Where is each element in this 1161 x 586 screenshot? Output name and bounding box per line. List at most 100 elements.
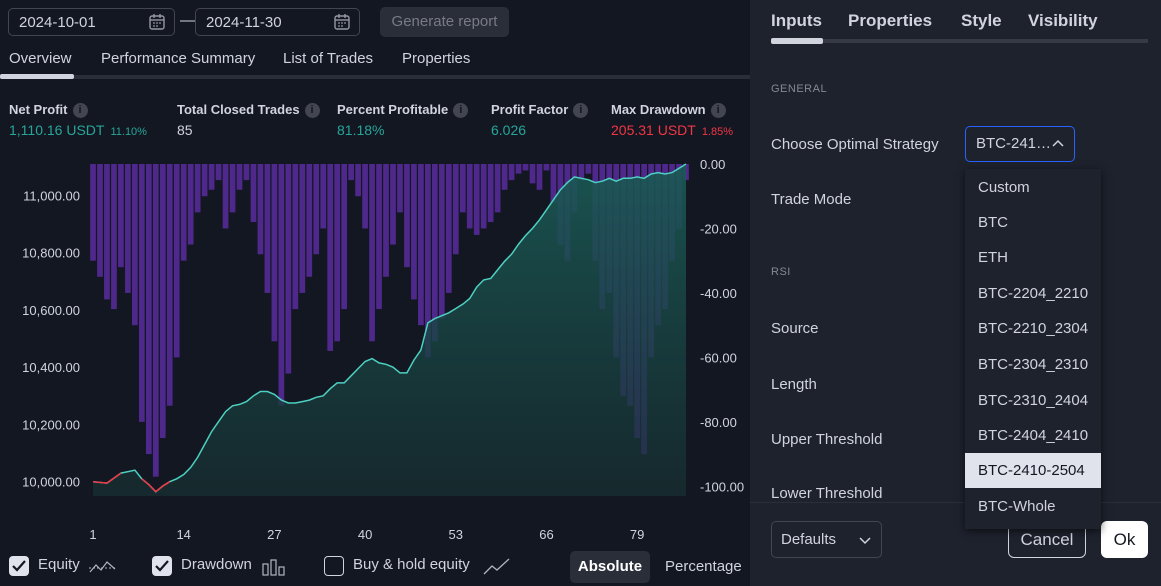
drawdown-bar xyxy=(236,164,243,190)
dropdown-option[interactable]: BTC-2304_2310 xyxy=(978,356,1089,373)
equity-loss-segment xyxy=(141,478,150,486)
y-right-tick-label: -80.00 xyxy=(700,415,737,430)
tab-list-of-trades[interactable]: List of Trades xyxy=(283,50,374,67)
drawdown-bar xyxy=(194,164,201,213)
y-left-tick-label: 10,000.00 xyxy=(22,475,80,490)
chevron-down-icon xyxy=(859,537,871,545)
metric-profit-factor-label: Profit Factor i xyxy=(491,102,589,118)
tab-performance-summary[interactable]: Performance Summary xyxy=(101,50,256,67)
dropdown-option[interactable]: BTC-Whole xyxy=(978,498,1056,515)
buyhold-legend-label[interactable]: Buy & hold equity xyxy=(353,556,470,573)
info-icon[interactable]: i xyxy=(710,103,726,118)
drawdown-bar xyxy=(348,164,354,181)
drawdown-bar xyxy=(201,164,208,197)
metric-percent-profitable-value: 81.18% xyxy=(337,122,385,138)
y-right-tick-label: -20.00 xyxy=(700,221,737,236)
dropdown-option-selected[interactable]: BTC-2410-2504 xyxy=(965,453,1101,488)
tab-overview[interactable]: Overview xyxy=(9,50,72,67)
field-length-label: Length xyxy=(771,376,817,393)
tab-inputs[interactable]: Inputs xyxy=(771,11,822,30)
drawdown-legend-label[interactable]: Drawdown xyxy=(181,556,252,573)
equity-area xyxy=(93,164,686,496)
dropdown-option[interactable]: Custom xyxy=(978,179,1030,196)
tab-visibility[interactable]: Visibility xyxy=(1028,11,1098,30)
drawdown-bar xyxy=(97,164,103,277)
y-axis-right: 0.00 -20.00 -40.00 -60.00 -80.00 -100.00 xyxy=(700,157,744,494)
y-right-tick-label: -40.00 xyxy=(700,286,737,301)
y-right-tick-label: 0.00 xyxy=(700,157,725,172)
equity-loss-segment xyxy=(155,485,164,493)
drawdown-bar xyxy=(466,164,473,229)
info-icon[interactable]: i xyxy=(573,103,589,118)
dropdown-option[interactable]: BTC-2204_2210 xyxy=(978,285,1089,302)
drawdown-bar xyxy=(111,164,117,310)
dropdown-option[interactable]: ETH xyxy=(978,249,1008,266)
dropdown-option[interactable]: BTC xyxy=(978,214,1008,231)
drawdown-bar xyxy=(313,164,320,255)
metric-max-drawdown-percent: 1.85% xyxy=(701,126,734,138)
drawdown-bars xyxy=(90,164,689,477)
drawdown-bar xyxy=(250,164,257,223)
trend-line-icon xyxy=(483,558,510,575)
y-left-tick-label: 10,600.00 xyxy=(22,303,80,318)
absolute-toggle[interactable]: Absolute xyxy=(570,551,650,583)
metric-net-profit-percent: 11.10% xyxy=(110,126,147,138)
tab-style[interactable]: Style xyxy=(961,11,1002,30)
percentage-toggle[interactable]: Percentage xyxy=(665,558,742,575)
drawdown-bar xyxy=(271,164,278,342)
drawdown-bar xyxy=(285,164,292,374)
equity-legend-label[interactable]: Equity xyxy=(38,556,80,573)
ok-button[interactable]: Ok xyxy=(1101,521,1148,558)
tab-properties[interactable]: Properties xyxy=(402,50,471,67)
section-rsi: RSI xyxy=(771,266,791,278)
defaults-label: Defaults xyxy=(781,531,837,548)
settings-tab-track xyxy=(771,39,1148,43)
y-left-tick-label: 11,000.00 xyxy=(23,188,80,203)
drawdown-bar xyxy=(529,164,536,184)
drawdown-bar xyxy=(341,164,348,310)
drawdown-bar xyxy=(487,164,494,223)
drawdown-checkbox[interactable] xyxy=(152,556,172,576)
drawdown-bar xyxy=(125,164,131,293)
generate-report-button[interactable]: Generate report xyxy=(380,7,509,37)
drawdown-bar xyxy=(320,164,327,229)
strategy-select[interactable]: BTC-241… xyxy=(965,126,1075,162)
settings-dialog: Inputs Properties Style Visibility GENER… xyxy=(750,0,1161,586)
date-separator: — xyxy=(180,12,195,29)
drawdown-bar xyxy=(278,164,285,406)
drawdown-bar xyxy=(132,164,138,326)
bar-chart-icon xyxy=(262,559,285,576)
dropdown-option[interactable]: BTC-2404_2410 xyxy=(978,427,1089,444)
x-axis: 1 14 27 40 53 66 79 xyxy=(89,527,644,542)
drawdown-bar xyxy=(578,164,585,181)
drawdown-bar xyxy=(418,164,424,326)
calendar-icon[interactable] xyxy=(148,13,166,31)
tab-properties[interactable]: Properties xyxy=(848,11,933,30)
drawdown-bar xyxy=(494,164,501,213)
drawdown-bar xyxy=(145,164,152,455)
end-date-input[interactable]: 2024-11-30 xyxy=(195,8,360,36)
defaults-button[interactable]: Defaults xyxy=(771,521,882,558)
info-icon[interactable]: i xyxy=(304,103,320,118)
settings-tab-active-indicator xyxy=(771,38,823,44)
start-date-input[interactable]: 2024-10-01 xyxy=(8,8,175,36)
drawdown-bar xyxy=(376,164,382,310)
dropdown-option[interactable]: BTC-2310_2404 xyxy=(978,392,1089,409)
drawdown-bar xyxy=(411,164,417,300)
metric-max-drawdown-label: Max Drawdown i xyxy=(611,102,726,118)
calendar-icon[interactable] xyxy=(333,13,351,31)
info-icon[interactable]: i xyxy=(72,103,88,118)
field-lower-threshold-label: Lower Threshold xyxy=(771,485,883,502)
equity-checkbox[interactable] xyxy=(9,556,29,576)
drawdown-bar xyxy=(327,164,334,351)
drawdown-bar xyxy=(550,164,557,203)
dropdown-option[interactable]: BTC-2210_2304 xyxy=(978,320,1089,337)
y-left-tick-label: 10,200.00 xyxy=(22,417,80,432)
metric-total-trades-label: Total Closed Trades i xyxy=(177,102,320,118)
drawdown-bar xyxy=(243,164,250,181)
drawdown-bar xyxy=(480,164,487,229)
drawdown-bar xyxy=(425,164,431,358)
buyhold-checkbox[interactable] xyxy=(324,556,344,576)
info-icon[interactable]: i xyxy=(453,103,469,118)
drawdown-bar xyxy=(445,164,452,293)
